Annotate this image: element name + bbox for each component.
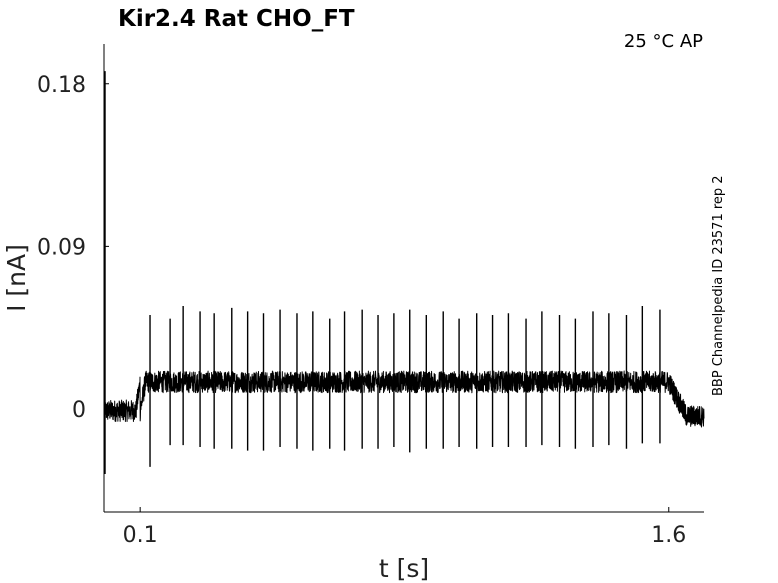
trace-layer xyxy=(103,71,705,475)
current-trace xyxy=(103,370,705,428)
axes xyxy=(103,44,704,513)
x-tick-label: 0.1 xyxy=(123,523,158,548)
temperature-protocol-note: 25 °C AP xyxy=(624,31,703,52)
y-tick-label: 0.18 xyxy=(37,73,86,98)
y-tick-label: 0.09 xyxy=(37,235,86,260)
channelpedia-id-label: BBP Channelpedia ID 23571 rep 2 xyxy=(711,175,726,396)
y-axis-label: I [nA] xyxy=(2,244,31,312)
y-tick-label: 0 xyxy=(72,398,86,423)
axis-ticks: 0 0.09 0.18 0.1 1.6 xyxy=(37,73,686,548)
x-axis-label: t [s] xyxy=(379,554,429,583)
chart-title: Kir2.4 Rat CHO_FT xyxy=(118,6,355,32)
x-tick-label: 1.6 xyxy=(651,523,686,548)
